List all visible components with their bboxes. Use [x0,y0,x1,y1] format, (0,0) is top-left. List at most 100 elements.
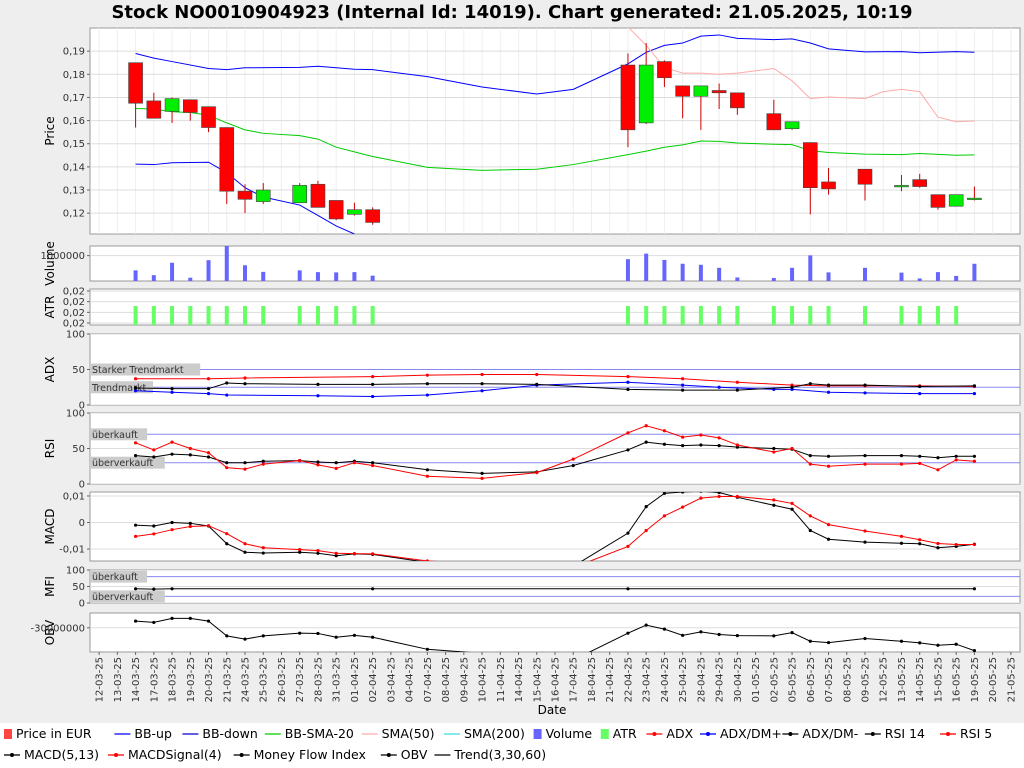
macdsignal-4-point [644,528,648,533]
rsi-5-point [352,461,357,465]
rsi-5-point [371,463,375,468]
volume-bar [334,272,339,281]
obv-point [152,620,156,625]
volume-bar [899,272,904,281]
candle-body [182,99,198,113]
volume-bar [625,259,630,281]
macdsignal-4-point [352,551,357,556]
legend-label: OBV [401,747,428,762]
x-tick-label: 16-05-25 [952,657,963,702]
rsi-14-point [188,453,192,457]
x-tick-label: 18-03-25 [168,657,179,702]
macdsignal-4-point [954,542,958,547]
adx-dm-point [371,394,375,399]
macd-y-label: MACD [43,509,57,545]
legend-label: RSI 14 [885,726,925,741]
adx-dm-point [972,384,977,388]
obv-point [352,633,357,637]
atr-bar [625,306,630,325]
rsi-5-point [717,436,721,440]
rsi-5-point [535,471,539,475]
x-tick-label: 02-05-25 [769,657,780,702]
atr-y-label: ATR [43,296,57,319]
rsi-5-point [826,464,831,468]
macdsignal-4-point [626,544,630,549]
adx-point [371,375,375,379]
rsi-plot: überkauft überverkauft [90,413,1020,484]
atr-bar [370,306,375,325]
adx-dm-point [225,393,229,397]
rsi-5-point [571,457,575,461]
x-tick-label: 16-04-25 [551,657,562,702]
macd-5-13-point [261,551,265,555]
price-plot [90,28,1020,234]
adx-point [735,380,739,384]
x-tick-label: 07-04-25 [423,657,434,702]
price-y-tick-label: 0,14 [63,162,85,173]
macdsignal-4-point [261,546,265,550]
money-flow-index-point [170,587,174,591]
rsi-5-point [936,468,940,472]
price-y-tick-label: 0,12 [63,209,85,220]
candle-body [711,90,727,94]
volume-bar [188,277,193,281]
x-tick-label: 30-04-25 [733,657,744,702]
macdsignal-4-point [243,542,247,546]
macd-5-13-point [936,546,940,550]
macdsignal-4-point [572,566,575,569]
macdsignal-4-point [936,541,940,546]
rsi-y-label: RSI [43,439,57,459]
money-flow-index-point [626,587,630,591]
legend-item: ADX/DM+ [700,726,782,741]
obv-point [717,632,721,637]
volume-bar [224,246,229,281]
candle-body [255,189,271,202]
rsi-5-point [954,458,958,462]
rsi-14-point [808,454,812,458]
x-tick-label: 19-03-25 [186,657,197,702]
legend-label: MACDSignal(4) [128,747,222,762]
macd-5-13-point [298,550,302,554]
rsi-14-point [334,461,338,465]
macd-plot-area [89,491,1021,562]
adx-band-label-box [90,381,153,394]
volume-bar [917,278,922,281]
obv-point [863,636,867,641]
candle-body [693,85,709,97]
atr-bar [680,306,685,325]
macdsignal-4-point [717,494,721,499]
atr-bar [717,306,722,325]
x-tick-label: 09-04-25 [459,657,470,702]
candle-body [675,85,690,97]
x-tick-label: 29-04-25 [715,657,726,702]
legend-label: Volume [546,726,593,741]
macdsignal-4-point [681,505,685,509]
macd-5-13-point [170,520,174,525]
adx-dm-point [918,384,922,389]
rsi-band-label: überkauft [92,430,138,441]
adx-point [425,373,429,377]
volume-y-label: Volume [43,241,57,286]
obv-plot [90,616,1020,652]
mfi-y-tick-label: 50 [72,582,85,593]
legend-label: ATR [613,726,637,741]
macdsignal-4-point [772,498,776,502]
macd-5-13-point [918,542,922,546]
legend: Price in EUR BB-up BB-down BB-SMA-20 SMA(50)… [0,723,1024,768]
obv-point [261,634,265,638]
atr-bar [917,306,922,325]
rsi-5-point [188,446,192,451]
volume-bar [698,264,703,281]
legend-label: SMA(50) [382,726,435,741]
atr-bar [224,306,229,325]
adx-panel: Starker Trendmarkt Trendmarkt ADX 100 50 0 [43,330,1021,412]
atr-bar [151,306,156,325]
atr-bar [808,306,813,325]
rsi-5-point [425,474,429,478]
x-tick-label: 02-04-25 [368,657,379,702]
adx-dm-point [863,383,867,387]
adx-dm-point [626,380,630,384]
rsi-14-point [699,443,703,447]
rsi-5-point [298,458,302,463]
